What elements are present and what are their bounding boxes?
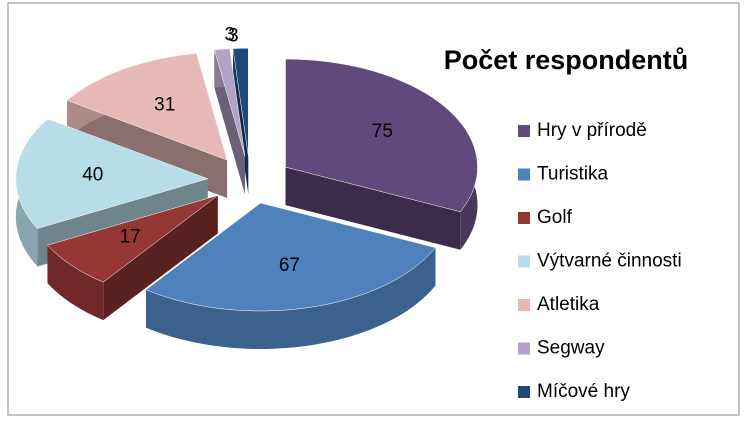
legend-label: Golf (537, 207, 573, 228)
data-label: 3 (224, 24, 235, 45)
slice-wall (146, 247, 436, 350)
legend-label: Hry v přírodě (537, 120, 647, 141)
legend-swatch (518, 255, 530, 268)
slice (232, 48, 249, 157)
data-label: 17 (120, 226, 141, 247)
legend-label: Míčové hry (537, 381, 630, 402)
slice (214, 48, 246, 157)
legend-label: Turistika (537, 164, 609, 185)
slice (66, 53, 228, 161)
slice (15, 118, 209, 229)
slice-side (67, 53, 228, 199)
pie: 75 67 17 40 31 33 (15, 24, 478, 350)
chart-title: Počet respondentů (444, 45, 689, 75)
slice-side (285, 59, 461, 250)
legend-swatch (518, 299, 530, 311)
data-label: 3 (228, 25, 239, 46)
slice (47, 195, 218, 283)
legend-swatch (518, 386, 530, 398)
legend: Hry v přírodě Turistika Golf Výtvarné činno… (518, 120, 682, 402)
data-label: 67 (279, 255, 300, 276)
data-label: 40 (82, 164, 103, 185)
data-label: 31 (154, 95, 175, 116)
slice-wall (47, 245, 104, 321)
legend-swatch (518, 342, 530, 355)
legend-label: Výtvarné činnosti (537, 251, 682, 272)
legend-swatch (518, 125, 530, 137)
legend-swatch (518, 212, 530, 224)
slice (285, 58, 478, 213)
legend-swatch (518, 168, 530, 181)
legend-label: Atletika (537, 294, 600, 315)
legend-label: Segway (537, 338, 605, 359)
slice (145, 202, 436, 312)
data-label: 75 (372, 121, 393, 142)
